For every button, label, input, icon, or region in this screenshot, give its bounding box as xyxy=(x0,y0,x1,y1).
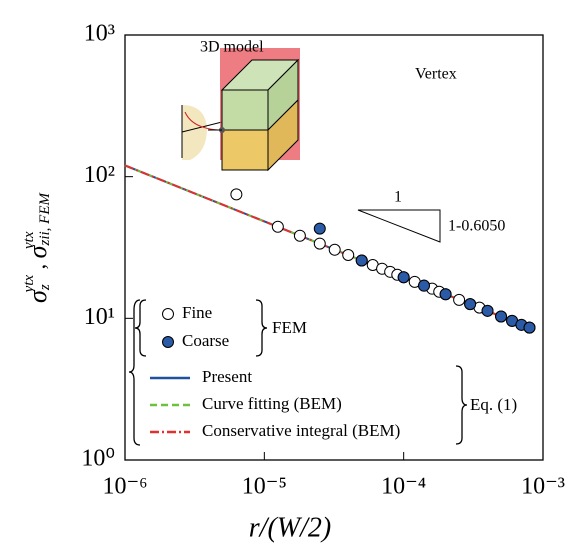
legend-marker xyxy=(163,309,174,320)
chart: 3D model Vertex 1 1-0.6050 FEM Eq. (1) r… xyxy=(0,0,575,554)
x-axis-label: r/(W/2) xyxy=(249,512,331,543)
data-point xyxy=(482,305,493,316)
y-tick-label: 10³ xyxy=(84,21,115,47)
data-point xyxy=(231,189,242,200)
x-tick-label: 10⁻⁵ xyxy=(242,474,287,500)
fem-group-label: FEM xyxy=(272,318,307,337)
data-point xyxy=(343,249,354,260)
inset-label: 3D model xyxy=(200,39,264,56)
y-tick-label: 10¹ xyxy=(84,304,115,330)
slope-run: 1 xyxy=(394,189,402,206)
y-label-part: z xyxy=(37,284,53,291)
data-point xyxy=(465,299,476,310)
data-point xyxy=(272,221,283,232)
y-label-part: vtx xyxy=(21,274,37,292)
data-point xyxy=(496,311,507,322)
data-point xyxy=(314,223,325,234)
y-label-part: vtx xyxy=(21,231,37,249)
data-point xyxy=(294,230,305,241)
y-label-part: zii, FEM xyxy=(37,192,53,247)
legend-label: Conservative integral (BEM) xyxy=(202,421,400,440)
slope-triangle xyxy=(358,210,440,242)
eq-group-label: Eq. (1) xyxy=(470,395,517,414)
x-tick-label: 10⁻³ xyxy=(521,474,565,500)
page: {"chart_data": {"type": "line", "log_x":… xyxy=(0,0,575,554)
legend-marker xyxy=(163,337,174,348)
data-point xyxy=(398,272,409,283)
y-label-part: , xyxy=(25,258,50,275)
legend-label: Fine xyxy=(182,303,212,322)
data-point xyxy=(440,289,451,300)
y-axis-label: σzvtx , σzii, FEMvtx xyxy=(21,192,53,303)
y-tick-label: 10⁰ xyxy=(81,446,115,472)
x-tick-label: 10⁻⁴ xyxy=(381,474,426,500)
data-point xyxy=(524,322,535,333)
slope-rise: 1-0.6050 xyxy=(448,218,505,235)
y-tick-label: 10² xyxy=(84,162,115,188)
legend-label: Curve fitting (BEM) xyxy=(202,394,342,413)
legend-label: Coarse xyxy=(182,331,229,350)
location-label: Vertex xyxy=(415,66,457,83)
legend-label: Present xyxy=(202,367,252,386)
data-point xyxy=(356,255,367,266)
data-point xyxy=(314,238,325,249)
inset-model xyxy=(182,48,300,170)
data-point xyxy=(454,294,465,305)
x-tick-label: 10⁻⁶ xyxy=(102,474,147,500)
data-point xyxy=(329,244,340,255)
data-point xyxy=(419,280,430,291)
